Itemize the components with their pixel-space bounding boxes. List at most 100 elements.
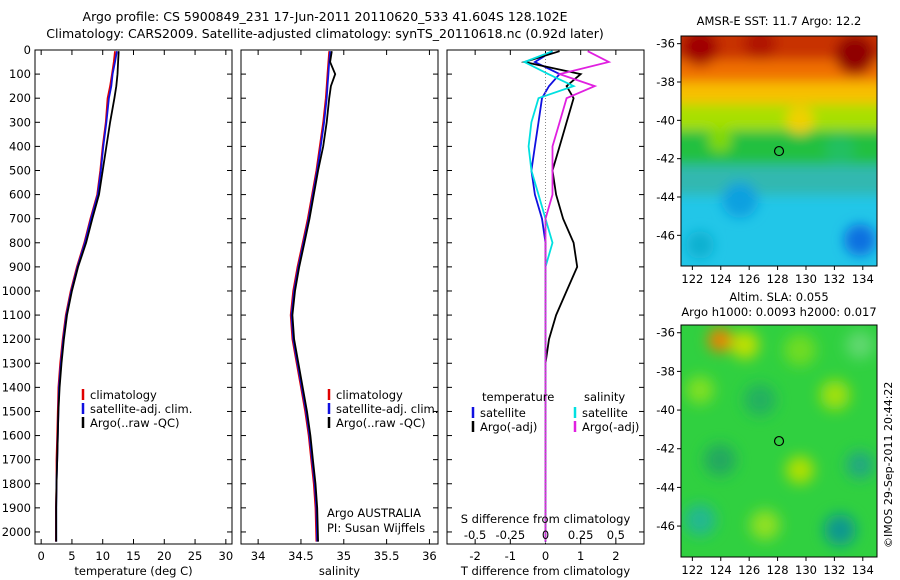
- legend-label: Argo(-adj): [480, 420, 537, 434]
- x-tick-label: 10: [95, 549, 110, 563]
- y-tick-label: 800: [9, 236, 31, 250]
- map-y-tick-label: -42: [656, 152, 675, 166]
- legend-label: climatology: [90, 388, 157, 402]
- map-y-tick-label: -36: [656, 37, 675, 51]
- sst-argo-position-marker: [773, 145, 785, 157]
- legend-label: satellite: [480, 406, 526, 420]
- y-tick-label: 900: [9, 260, 31, 274]
- y-tick-label: 2000: [2, 525, 31, 539]
- x-tick-label: 2: [612, 549, 619, 563]
- temperature-profile-panel: 0100200300400500600700800900100011001200…: [2, 43, 233, 578]
- legend-group-title: temperature: [482, 390, 554, 404]
- y-tick-label: 1700: [2, 453, 31, 467]
- legend-label: satellite: [582, 406, 628, 420]
- x-tick-label: -1: [505, 549, 516, 563]
- y-tick-label: 200: [9, 91, 31, 105]
- annotation-line1: Argo AUSTRALIA: [327, 506, 421, 520]
- map-x-tick-label: 130: [795, 272, 817, 286]
- map-x-tick-label: 128: [767, 563, 789, 577]
- map-x-tick-label: 126: [738, 272, 760, 286]
- map-x-tick-label: 132: [823, 272, 845, 286]
- s-tick-label: -0.25: [495, 528, 525, 542]
- y-tick-label: 1900: [2, 501, 31, 515]
- legend-label: Argo(..raw -QC): [90, 416, 180, 430]
- map-y-tick-label: -40: [656, 403, 675, 417]
- x-tick-label: 36: [422, 549, 437, 563]
- map-x-tick-label: 128: [767, 272, 789, 286]
- legend-label: Argo(-adj): [582, 420, 639, 434]
- x-tick-label: -2: [469, 549, 480, 563]
- x-tick-label: 20: [157, 549, 172, 563]
- sst-map-frame: [680, 35, 878, 267]
- x-tick-label: 25: [188, 549, 203, 563]
- x-tick-label: 30: [219, 549, 234, 563]
- x-tick-label: 15: [126, 549, 141, 563]
- y-tick-label: 300: [9, 115, 31, 129]
- y-tick-label: 1800: [2, 477, 31, 491]
- x-tick-label: 34: [251, 549, 266, 563]
- y-tick-label: 600: [9, 188, 31, 202]
- series-line: [55, 51, 120, 542]
- figure-title-line2: Climatology: CARS2009. Satellite-adjuste…: [46, 26, 604, 41]
- legend-label: satellite-adj. clim.: [90, 402, 192, 416]
- y-tick-label: 1500: [2, 404, 31, 418]
- y-tick-label: 500: [9, 163, 31, 177]
- figure-title-line1: Argo profile: CS 5900849_231 17-Jun-2011…: [82, 9, 568, 24]
- x-axis-label: salinity: [319, 564, 360, 578]
- map-x-tick-label: 124: [710, 563, 732, 577]
- map-y-tick-label: -40: [656, 113, 675, 127]
- sla-map-frame: [680, 324, 878, 558]
- sst-heatmap-field: [681, 36, 877, 266]
- sla-heatmap-field: [681, 325, 877, 557]
- x-axis-label: temperature (deg C): [74, 564, 192, 578]
- y-tick-label: 700: [9, 212, 31, 226]
- x-tick-label: 35.5: [374, 549, 400, 563]
- map-x-tick-label: 134: [852, 272, 874, 286]
- map-y-tick-label: -46: [656, 519, 675, 533]
- map-y-tick-label: -38: [656, 75, 675, 89]
- map-y-tick-label: -42: [656, 442, 675, 456]
- map-x-tick-label: 132: [823, 563, 845, 577]
- series-line: [291, 51, 337, 542]
- map-x-tick-label: 122: [681, 272, 703, 286]
- sst-map-title: AMSR-E SST: 11.7 Argo: 12.2: [697, 14, 862, 28]
- map-y-tick-label: -46: [656, 228, 675, 242]
- s-tick-label: -0.5: [464, 528, 486, 542]
- legend-label: Argo(..raw -QC): [336, 416, 426, 430]
- legend-label: climatology: [336, 388, 403, 402]
- map-x-tick-label: 122: [681, 563, 703, 577]
- plot-frame: [240, 49, 439, 545]
- s-tick-label: 0.25: [568, 528, 594, 542]
- x-tick-label: 1: [577, 549, 584, 563]
- map-y-tick-label: -44: [656, 480, 675, 494]
- s-tick-label: 0: [542, 528, 549, 542]
- y-tick-label: 400: [9, 139, 31, 153]
- sla-map-title-line2: Argo h1000: 0.0093 h2000: 0.017: [681, 305, 876, 319]
- y-tick-label: 1400: [2, 380, 31, 394]
- map-x-tick-label: 124: [710, 272, 732, 286]
- map-y-tick-label: -44: [656, 190, 675, 204]
- y-tick-label: 1200: [2, 332, 31, 346]
- y-tick-label: 1000: [2, 284, 31, 298]
- annotation-line2: PI: Susan Wijffels: [327, 521, 425, 535]
- plot-frame: [34, 49, 233, 545]
- sla-map: Altim. SLA: 0.055 Argo h1000: 0.0093 h20…: [656, 290, 878, 577]
- salinity-profile-panel: 34 34.5 35 35.5 36 salinity climatologysatelli…: [240, 49, 439, 578]
- y-tick-label: 0: [24, 43, 31, 57]
- x-tick-label: 0: [37, 549, 44, 563]
- y-tick-label: 1600: [2, 429, 31, 443]
- sst-map: AMSR-E SST: 11.7 Argo: 12.2 122 124 126 128…: [656, 14, 878, 286]
- map-x-tick-label: 126: [738, 563, 760, 577]
- x-tick-label: 0: [542, 549, 549, 563]
- difference-profile-panel: -2 -1 0 1 2T difference from climatology temp…: [446, 49, 645, 578]
- x-tick-label: 5: [68, 549, 75, 563]
- x-tick-label: 34.5: [288, 549, 314, 563]
- x-tick-label: 35: [336, 549, 351, 563]
- sla-argo-position-marker: [773, 435, 785, 447]
- s-tick-label: 0.5: [607, 528, 625, 542]
- map-y-tick-label: -36: [656, 326, 675, 340]
- y-tick-label: 100: [9, 67, 31, 81]
- sla-map-title-line1: Altim. SLA: 0.055: [729, 290, 828, 304]
- map-x-tick-label: 130: [795, 563, 817, 577]
